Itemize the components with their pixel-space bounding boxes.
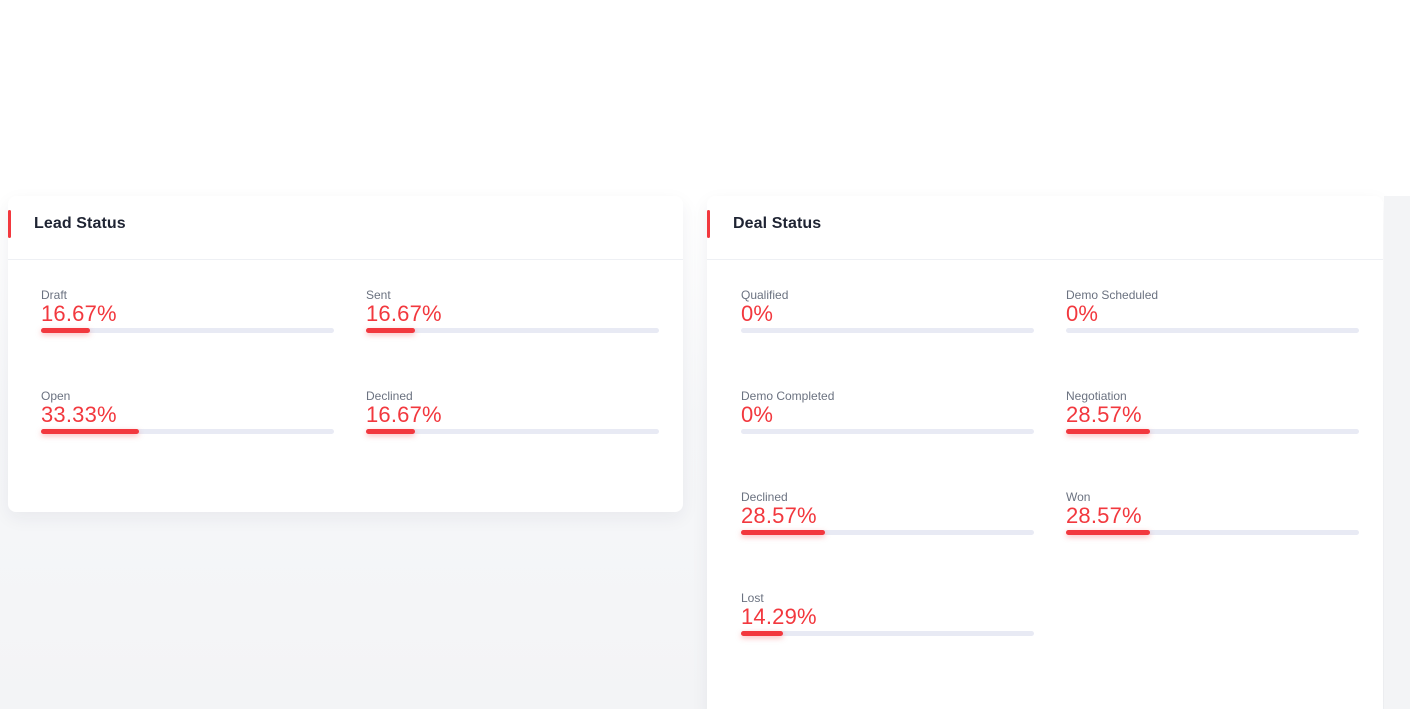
progress-fill [366, 429, 415, 434]
header-accent-bar [8, 210, 11, 238]
deal-stat-demo-scheduled: Demo Scheduled 0% [1066, 288, 1359, 348]
stat-value: 0% [741, 301, 774, 326]
progress-fill [1066, 429, 1150, 434]
stat-label: Open [41, 389, 71, 403]
lead-stat-declined: Declined 16.67% [366, 389, 659, 449]
stat-label: Qualified [741, 288, 789, 302]
progress-fill [741, 631, 783, 636]
stat-value: 33.33% [41, 402, 117, 427]
progress-track [1066, 429, 1359, 434]
lead-status-title: Lead Status [34, 215, 126, 232]
stat-value: 14.29% [741, 604, 817, 629]
stat-value: 0% [1066, 301, 1099, 326]
stat-label: Declined [366, 389, 413, 403]
deal-stat-qualified: Qualified 0% [741, 288, 1034, 348]
stat-label: Negotiation [1066, 389, 1127, 403]
stat-value: 28.57% [1066, 503, 1142, 528]
stat-label: Sent [366, 288, 391, 302]
lead-stat-draft: Draft 16.67% [41, 288, 334, 348]
stat-label: Demo Scheduled [1066, 288, 1159, 302]
stat-label: Lost [741, 591, 764, 605]
progress-fill [1066, 530, 1150, 535]
stat-label: Declined [741, 490, 788, 504]
right-edge-background [1384, 196, 1410, 709]
progress-fill [366, 328, 415, 333]
progress-fill [741, 530, 825, 535]
progress-track [741, 328, 1034, 333]
stat-label: Draft [41, 288, 68, 302]
deal-status-header: Deal Status [707, 196, 1383, 260]
deal-status-title: Deal Status [733, 215, 822, 232]
progress-track [41, 328, 334, 333]
deal-stat-won: Won 28.57% [1066, 490, 1359, 550]
progress-track [366, 328, 659, 333]
lead-stat-open: Open 33.33% [41, 389, 334, 449]
stat-value: 28.57% [1066, 402, 1142, 427]
stat-value: 28.57% [741, 503, 817, 528]
stat-value: 16.67% [366, 301, 442, 326]
deal-stat-lost: Lost 14.29% [741, 591, 1034, 651]
progress-track [741, 631, 1034, 636]
progress-track [41, 429, 334, 434]
header-accent-bar [707, 210, 710, 238]
top-blank-area [0, 0, 1410, 196]
lead-status-card: Lead Status Draft 16.67% Sent 16.67% Ope… [8, 196, 683, 512]
deal-stat-negotiation: Negotiation 28.57% [1066, 389, 1359, 449]
stat-label: Won [1066, 490, 1091, 504]
lead-status-header: Lead Status [8, 196, 683, 260]
progress-track [1066, 328, 1359, 333]
deal-status-card: Deal Status Qualified 0% Demo Scheduled … [707, 196, 1383, 709]
progress-fill [41, 429, 139, 434]
progress-track [741, 429, 1034, 434]
progress-fill [41, 328, 90, 333]
progress-track [741, 530, 1034, 535]
stat-value: 16.67% [366, 402, 442, 427]
deal-stat-demo-completed: Demo Completed 0% [741, 389, 1034, 449]
lead-stat-sent: Sent 16.67% [366, 288, 659, 348]
deal-stat-declined: Declined 28.57% [741, 490, 1034, 550]
progress-track [366, 429, 659, 434]
progress-track [1066, 530, 1359, 535]
stat-value: 0% [741, 402, 774, 427]
stat-value: 16.67% [41, 301, 117, 326]
stat-label: Demo Completed [741, 389, 835, 403]
